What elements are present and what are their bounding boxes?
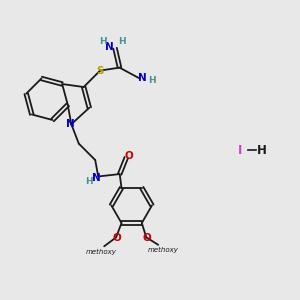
Text: methoxy: methoxy: [147, 247, 178, 253]
Text: S: S: [96, 66, 104, 76]
Text: O: O: [142, 232, 151, 243]
Text: H: H: [118, 37, 125, 46]
Text: N: N: [105, 42, 114, 52]
Text: methoxy: methoxy: [86, 249, 117, 255]
Text: H: H: [257, 143, 267, 157]
Text: H: H: [99, 37, 107, 46]
Text: H: H: [85, 177, 92, 186]
Text: N: N: [138, 73, 147, 83]
Text: O: O: [112, 232, 121, 243]
Text: H: H: [148, 76, 156, 85]
Text: N: N: [66, 119, 75, 129]
Text: I: I: [237, 143, 242, 157]
Text: N: N: [92, 173, 101, 183]
Text: O: O: [124, 151, 133, 160]
